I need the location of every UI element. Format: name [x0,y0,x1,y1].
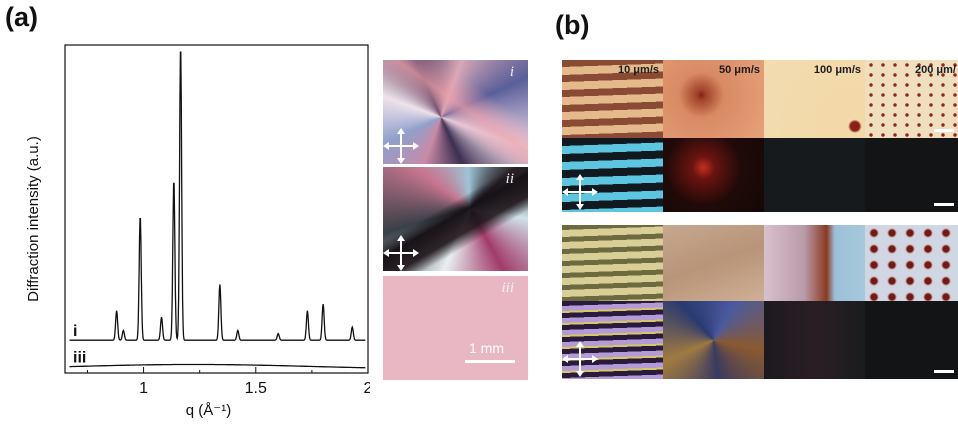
scale-bar-label: 1 mm [469,340,504,356]
micrograph-ii-label: ii [505,171,514,187]
b-row4-col1 [562,301,663,379]
speed-label-50: 50 μm/s [719,64,760,76]
micrograph-iii: iii 1 mm [383,276,528,380]
b-row4-col3 [764,301,865,379]
b-row2-col1 [562,138,663,212]
scale-bar [934,129,954,132]
speed-label-100: 100 μm/s [813,64,861,76]
scale-bar [934,203,954,206]
x-tick-label: 1.5 [245,380,267,397]
panel-b-label: (b) [555,10,590,40]
b-row2-col4 [865,138,958,212]
speed-label-200: 200 μm/ [915,64,956,76]
b-row3-col4 [865,225,958,301]
crossed-polarizer-icon [383,235,419,271]
x-axis-label: q (Å⁻¹) [186,402,231,419]
series-i-label: i [73,323,77,340]
b-row3-col1 [562,225,663,301]
b-row1-col2: 50 μm/s [663,60,764,138]
b-row3-col2 [663,225,764,301]
y-axis-label: Diffraction intensity (a.u.) [25,136,42,302]
panel-a-label: (a) [5,2,38,32]
b-row4-col2 [663,301,764,379]
speed-label-10: 10 μm/s [618,64,659,76]
x-tick-label: 1 [139,380,148,397]
crossed-polarizer-icon [562,174,598,210]
micrograph-i: i [383,60,528,164]
series-iii-line [69,363,366,369]
b-row2-col3 [764,138,865,212]
micrograph-iii-label: iii [501,280,514,296]
crossed-polarizer-icon [562,341,598,377]
crossed-polarizer-icon [383,128,419,164]
micrograph-ii: ii [383,167,528,271]
b-row3-col3 [764,225,865,301]
diffraction-chart: 1 1.5 2 q (Å⁻¹) Diffraction intensity (a.u.)… [25,44,370,419]
micrograph-i-label: i [509,64,514,80]
scale-bar [465,360,515,363]
b-row1-col3: 100 μm/s [764,60,865,138]
plot-frame [64,44,369,374]
scale-bar [934,370,954,373]
series-iii-label: iii [73,349,86,366]
b-row2-col2 [663,138,764,212]
series-i-line [69,51,366,341]
b-row4-col4 [865,301,958,379]
b-row1-col1: 10 μm/s [562,60,663,138]
b-row1-col4: 200 μm/ [865,60,958,138]
x-tick-label: 2 [364,380,370,397]
